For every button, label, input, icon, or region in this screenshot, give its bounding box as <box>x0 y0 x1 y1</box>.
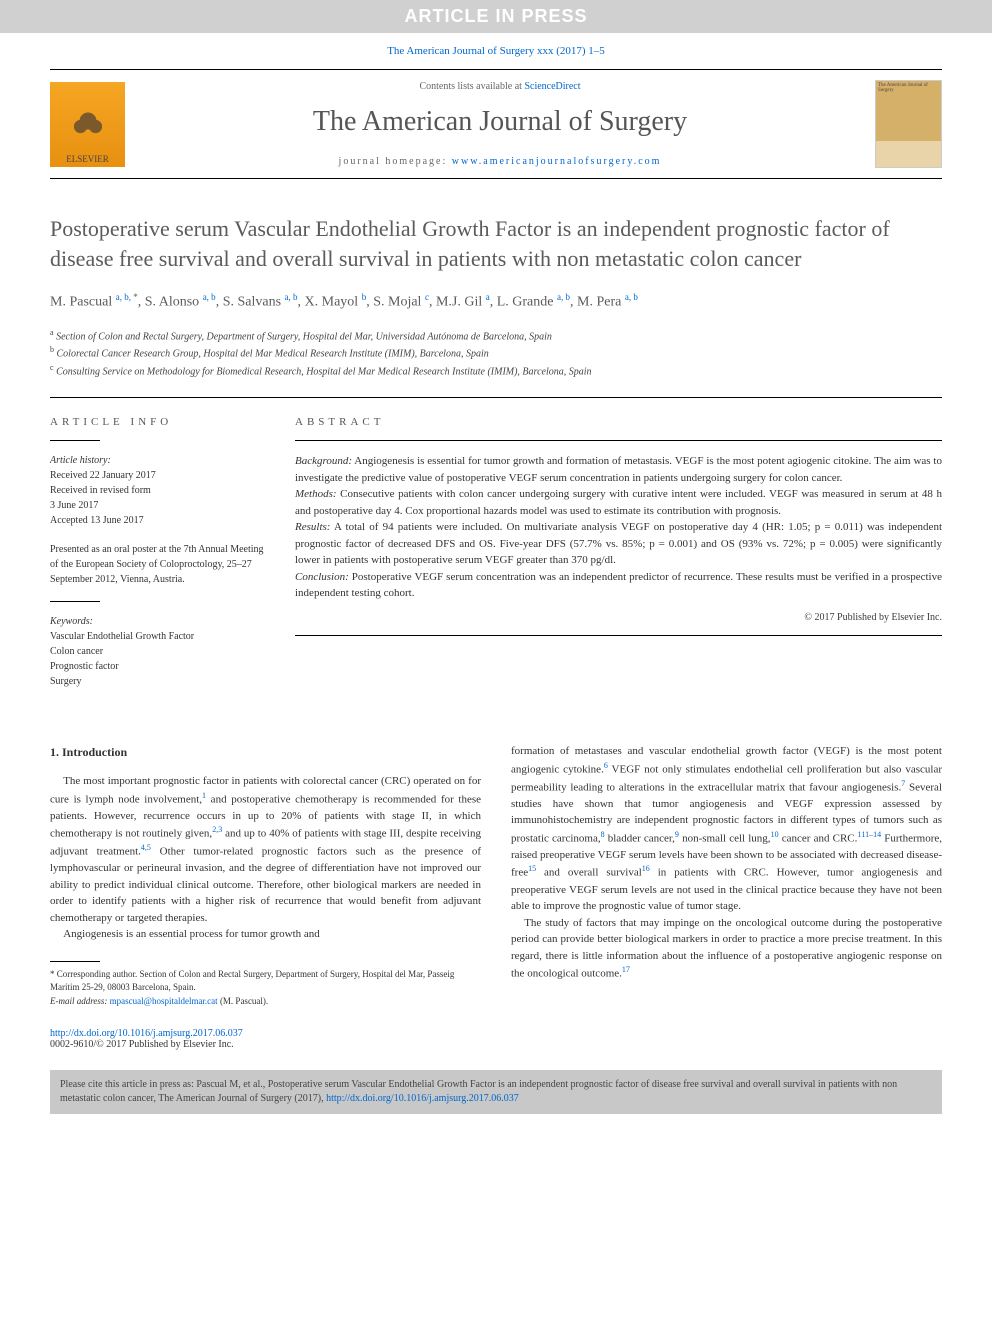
keywords-label: Keywords: <box>50 614 265 629</box>
top-citation: The American Journal of Surgery xxx (201… <box>0 33 992 69</box>
header-center: Contents lists available at ScienceDirec… <box>125 81 875 167</box>
intro-p3: The study of factors that may impinge on… <box>511 915 942 983</box>
affiliation-c: c Consulting Service on Methodology for … <box>50 362 942 379</box>
article-info-column: ARTICLE INFO Article history: Received 2… <box>50 416 265 703</box>
article-title: Postoperative serum Vascular Endothelial… <box>50 214 942 273</box>
contents-available: Contents lists available at ScienceDirec… <box>125 81 875 92</box>
history-label: Article history: <box>50 453 265 468</box>
abstract-copyright: © 2017 Published by Elsevier Inc. <box>295 612 942 623</box>
affiliation-a: a Section of Colon and Rectal Surgery, D… <box>50 327 942 344</box>
introduction-heading: 1. Introduction <box>50 743 481 761</box>
elsevier-tree-icon <box>63 99 113 154</box>
doi-block: http://dx.doi.org/10.1016/j.amjsurg.2017… <box>50 1028 942 1050</box>
info-abstract-row: ARTICLE INFO Article history: Received 2… <box>50 397 942 703</box>
keywords-block: Keywords: Vascular Endothelial Growth Fa… <box>50 614 265 689</box>
affiliations: a Section of Colon and Rectal Surgery, D… <box>50 327 942 379</box>
journal-homepage-link[interactable]: www.americanjournalofsurgery.com <box>452 156 662 167</box>
article-info-label: ARTICLE INFO <box>50 416 265 428</box>
intro-p1: The most important prognostic factor in … <box>50 773 481 926</box>
sciencedirect-link[interactable]: ScienceDirect <box>524 81 580 92</box>
presented-note: Presented as an oral poster at the 7th A… <box>50 542 265 587</box>
abstract-text: Background: Angiogenesis is essential fo… <box>295 453 942 602</box>
homepage-prefix: journal homepage: <box>339 156 452 167</box>
corresponding-author: * Corresponding author. Section of Colon… <box>50 968 481 995</box>
body-column-left: 1. Introduction The most important progn… <box>50 743 481 1008</box>
journal-name: The American Journal of Surgery <box>125 106 875 138</box>
contents-prefix: Contents lists available at <box>419 81 524 92</box>
affiliation-b: b Colorectal Cancer Research Group, Hosp… <box>50 344 942 361</box>
homepage-line: journal homepage: www.americanjournalofs… <box>125 156 875 167</box>
email-line: E-mail address: mpascual@hospitaldelmar.… <box>50 995 481 1009</box>
cite-this-article-box: Please cite this article in press as: Pa… <box>50 1070 942 1114</box>
publisher-name: ELSEVIER <box>66 154 109 164</box>
intro-p1-cont: formation of metastases and vascular end… <box>511 743 942 915</box>
body-two-column: 1. Introduction The most important progn… <box>50 743 942 1008</box>
intro-p2: Angiogenesis is an essential process for… <box>50 926 481 943</box>
cite-doi-link[interactable]: http://dx.doi.org/10.1016/j.amjsurg.2017… <box>326 1093 519 1104</box>
article-in-press-banner: ARTICLE IN PRESS <box>0 0 992 33</box>
article-history: Article history: Received 22 January 201… <box>50 453 265 528</box>
journal-cover-thumbnail: The American Journal of Surgery <box>875 80 942 168</box>
doi-link[interactable]: http://dx.doi.org/10.1016/j.amjsurg.2017… <box>50 1028 243 1039</box>
journal-header: ELSEVIER Contents lists available at Sci… <box>50 69 942 179</box>
abstract-column: ABSTRACT Background: Angiogenesis is ess… <box>295 416 942 703</box>
abstract-label: ABSTRACT <box>295 416 942 428</box>
elsevier-logo: ELSEVIER <box>50 82 125 167</box>
issn-copyright: 0002-9610/© 2017 Published by Elsevier I… <box>50 1039 942 1050</box>
authors-list: M. Pascual a, b, *, S. Alonso a, b, S. S… <box>50 291 942 313</box>
body-column-right: formation of metastases and vascular end… <box>511 743 942 1008</box>
footnotes: * Corresponding author. Section of Colon… <box>50 968 481 1009</box>
corresponding-email-link[interactable]: mpascual@hospitaldelmar.cat <box>110 996 218 1006</box>
